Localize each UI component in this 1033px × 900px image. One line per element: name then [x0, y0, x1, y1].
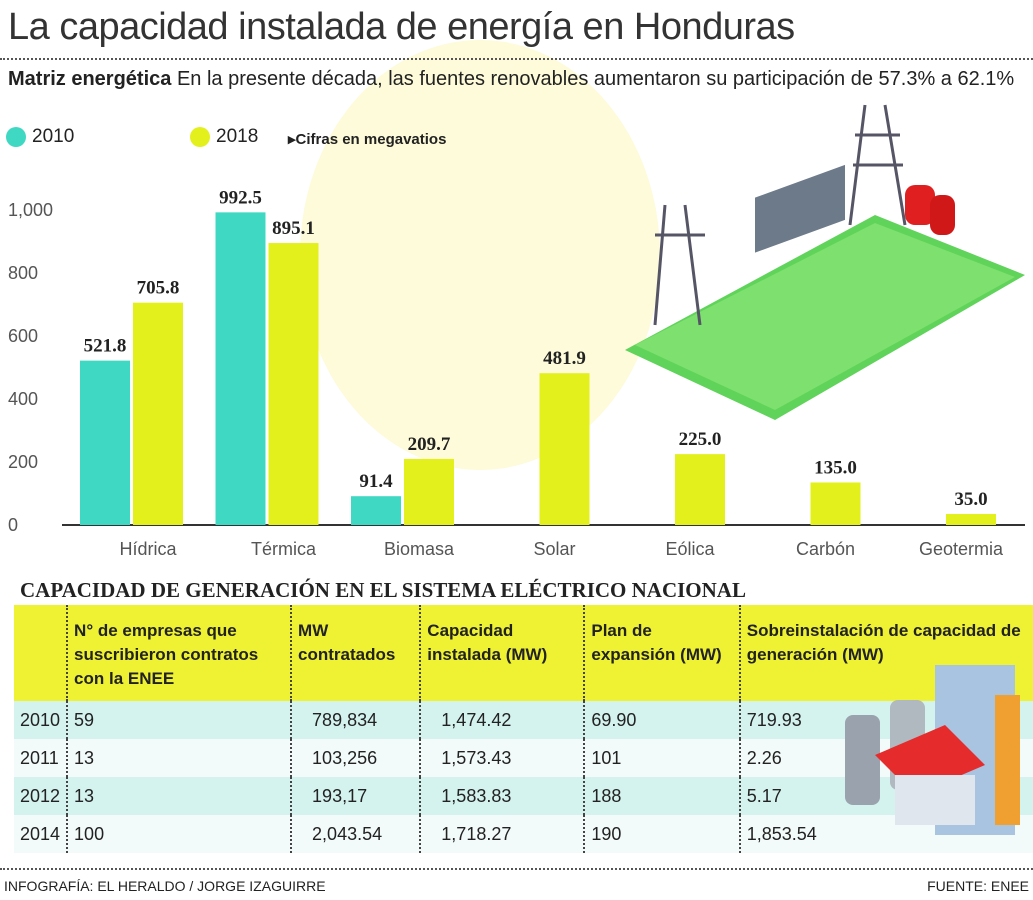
x-tick-label: Térmica [251, 539, 317, 559]
column-header [14, 605, 68, 701]
column-header: MW contratados [290, 605, 421, 701]
table-cell: 1,583.83 [419, 777, 585, 815]
units-note: ▸Cifras en megavatios [288, 131, 447, 148]
y-tick-label: 200 [8, 452, 38, 472]
data-label: 705.8 [137, 278, 180, 299]
subtitle: Matriz energética En la presente década,… [8, 66, 1028, 92]
bar-2018 [946, 513, 996, 525]
legend-2018: 2018 [190, 126, 258, 148]
x-tick-label: Solar [533, 539, 575, 559]
bar-2010 [351, 496, 401, 525]
page-title: La capacidad instalada de energía en Hon… [8, 6, 795, 48]
table-cell: 59 [66, 701, 292, 739]
data-label: 225.0 [679, 429, 722, 450]
table-cell: 188 [583, 777, 740, 815]
generation-capacity-table: N° de empresas que suscribieron contrato… [14, 605, 1033, 853]
bar-chart: 0 200 400 600 800 1,000 Hídrica 521.8 705.8 Térmi… [8, 187, 1025, 559]
divider [0, 58, 1033, 60]
legend-2010: 2010 [6, 126, 74, 148]
table-cell: 190 [583, 815, 740, 853]
data-label: 992.5 [219, 187, 262, 208]
table-cell: 2012 [14, 777, 68, 815]
bar-2010 [215, 212, 266, 526]
data-label: 209.7 [408, 434, 451, 455]
table-cell: 2010 [14, 701, 68, 739]
table-cell: 13 [66, 739, 292, 777]
legend-label: 2010 [32, 126, 75, 147]
x-tick-label: Eólica [665, 539, 715, 559]
source: FUENTE: ENEE [927, 878, 1029, 894]
x-tick-label: Hídrica [119, 539, 177, 559]
table-cell: 69.90 [583, 701, 740, 739]
subtitle-bold: Matriz energética [8, 68, 172, 90]
data-label: 481.9 [543, 348, 586, 369]
y-tick-label: 1,000 [8, 200, 53, 220]
legend-swatch-2010 [6, 127, 26, 147]
table-cell: 13 [66, 777, 292, 815]
table-cell: 1,573.43 [419, 739, 585, 777]
bar-2018 [675, 454, 725, 525]
table-cell: 2014 [14, 815, 68, 853]
bar-2010 [80, 360, 130, 525]
table-cell: 1,718.27 [419, 815, 585, 853]
table-cell: 1,474.42 [419, 701, 585, 739]
table-row: 2011 13 103,256 1,573.43 101 2.26 [14, 739, 1033, 777]
bar-2018 [268, 243, 319, 525]
x-tick-label: Geotermia [919, 539, 1004, 559]
column-header: Plan de expansión (MW) [583, 605, 740, 701]
bar-2018 [539, 373, 590, 525]
y-tick-label: 0 [8, 515, 18, 535]
column-header: Capacidad instalada (MW) [419, 605, 585, 701]
legend-swatch-2018 [190, 127, 210, 147]
bar-2018 [404, 458, 454, 525]
column-header: N° de empresas que suscribieron contrato… [66, 605, 292, 701]
power-substation-illustration [625, 104, 1025, 420]
data-label: 35.0 [954, 489, 987, 510]
x-tick-label: Carbón [796, 539, 855, 559]
y-tick-label: 400 [8, 389, 38, 409]
table-cell: 101 [583, 739, 740, 777]
table-title: CAPACIDAD DE GENERACIÓN EN EL SISTEMA EL… [20, 578, 746, 602]
table-header-row: N° de empresas que suscribieron contrato… [14, 605, 1033, 701]
y-tick-label: 800 [8, 263, 38, 283]
data-label: 895.1 [272, 218, 315, 239]
bar-2018 [810, 482, 861, 525]
data-label: 135.0 [814, 457, 857, 478]
x-tick-label: Biomasa [384, 539, 455, 559]
credit: INFOGRAFÍA: EL HERALDO / JORGE IZAGUIRRE [4, 878, 326, 894]
table-cell: 100 [66, 815, 292, 853]
legend-label: 2018 [216, 126, 259, 147]
table-cell: 2011 [14, 739, 68, 777]
table-cell: 193,17 [290, 777, 421, 815]
lightbulb-background [300, 40, 660, 470]
table-row: 2010 59 789,834 1,474.42 69.90 719.93 [14, 701, 1033, 739]
table-cell: 789,834 [290, 701, 421, 739]
table-cell: 2,043.54 [290, 815, 421, 853]
subtitle-text: En la presente década, las fuentes renov… [176, 68, 1015, 90]
bar-2018 [133, 302, 183, 525]
power-plant-illustration [845, 665, 1020, 835]
data-label: 521.8 [84, 336, 127, 357]
table-cell: 103,256 [290, 739, 421, 777]
footer-divider [0, 868, 1033, 870]
y-tick-label: 600 [8, 326, 38, 346]
data-label: 91.4 [359, 471, 393, 492]
